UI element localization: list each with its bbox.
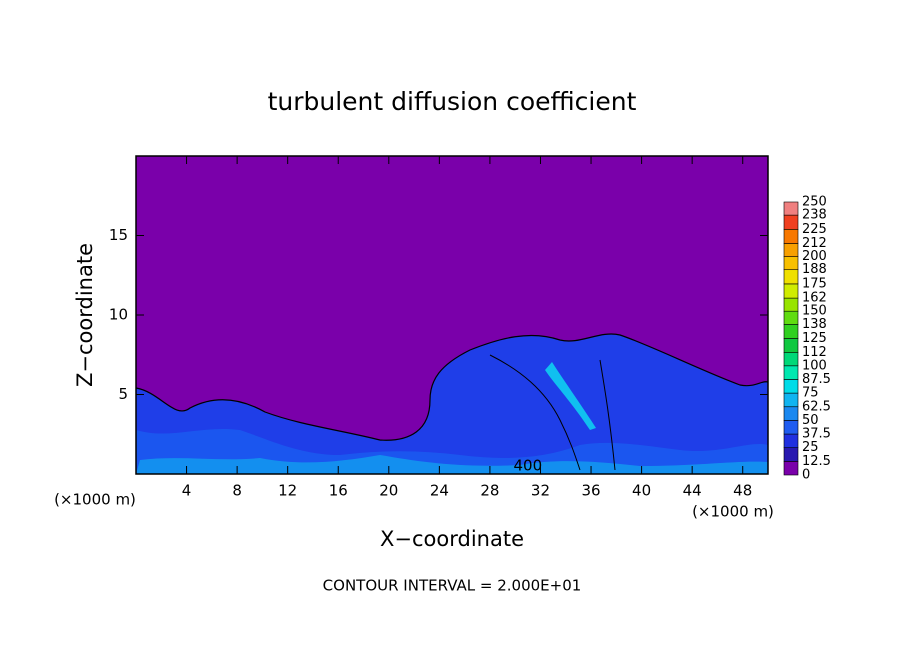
x-unit: (×1000 m) <box>54 491 136 509</box>
colorbar-band <box>783 392 799 408</box>
y-axis-label: Z−coordinate <box>73 243 97 387</box>
x-tick-label: 4 <box>182 482 192 500</box>
chart-title: turbulent diffusion coefficient <box>268 87 637 116</box>
colorbar-band <box>783 214 799 230</box>
colorbar-label: 75 <box>802 386 819 401</box>
contour-line <box>135 333 769 441</box>
colorbar-band <box>783 379 799 394</box>
x-tick-label: 32 <box>531 482 550 500</box>
colorbar-band <box>783 256 799 271</box>
x-axis-label: X−coordinate <box>380 527 524 551</box>
colorbar-label: 150 <box>802 304 827 319</box>
x-tick-label: 36 <box>581 482 600 500</box>
colorbar-label: 50 <box>802 413 819 428</box>
x-tick-label: 48 <box>733 482 752 500</box>
colorbar-label: 175 <box>802 276 827 291</box>
colorbar-band <box>783 297 799 312</box>
colorbar-band <box>783 406 799 421</box>
contour-label: 400 <box>514 457 543 475</box>
colorbar-label: 125 <box>802 331 827 346</box>
colorbar-label: 37.5 <box>802 427 831 442</box>
colorbar-band <box>783 338 799 353</box>
colorbar-label: 138 <box>802 317 827 332</box>
colorbar-label: 100 <box>802 358 827 373</box>
colorbar-band <box>783 365 799 380</box>
colorbar-label: 225 <box>802 222 827 237</box>
x-tick-label: 20 <box>379 482 398 500</box>
colorbar-label: 62.5 <box>802 399 831 414</box>
colorbar-band <box>783 201 799 216</box>
colorbar-band <box>783 461 799 476</box>
colorbar-band <box>783 352 799 367</box>
colorbar-label: 238 <box>802 208 827 223</box>
colorbar-label: 0 <box>802 468 810 483</box>
colorbar-label: 212 <box>802 236 827 251</box>
colorbar-label: 250 <box>802 195 827 210</box>
x-tick-label: 24 <box>430 482 449 500</box>
colorbar-band <box>783 420 799 435</box>
y-tick-label: 15 <box>109 226 128 244</box>
colorbar-band <box>783 433 799 448</box>
x-tick-label: 16 <box>329 482 348 500</box>
y-tick-label: 10 <box>109 306 128 324</box>
colorbar-label: 200 <box>802 249 827 264</box>
field-region <box>136 455 768 474</box>
x-tick-label: 12 <box>278 482 297 500</box>
y-tick-label: 5 <box>118 385 128 403</box>
colorbar-band <box>783 283 799 299</box>
x-tick-label: 44 <box>683 482 702 500</box>
colorbar-band <box>783 310 799 325</box>
field <box>135 333 769 474</box>
colorbar-label: 25 <box>802 440 819 455</box>
colorbar-band <box>783 229 799 244</box>
colorbar-band <box>783 269 799 285</box>
colorbar-band <box>783 447 799 462</box>
colorbar-label: 188 <box>802 262 827 277</box>
footer-note: CONTOUR INTERVAL = 2.000E+01 <box>323 577 582 595</box>
colorbar-band <box>783 324 799 339</box>
field-region <box>136 333 768 474</box>
colorbar-label: 12.5 <box>802 454 831 469</box>
field-region <box>545 362 596 430</box>
colorbar-band <box>783 243 799 257</box>
colorbar-label: 112 <box>802 345 827 360</box>
x-tick-label: 28 <box>480 482 499 500</box>
contour-line <box>489 354 581 471</box>
x-tick-label: 8 <box>232 482 242 500</box>
y-unit: (×1000 m) <box>692 503 774 521</box>
x-tick-label: 40 <box>632 482 651 500</box>
colorbar-label: 162 <box>802 291 827 306</box>
contour-line <box>599 359 616 471</box>
colorbar-label: 87.5 <box>802 372 831 387</box>
